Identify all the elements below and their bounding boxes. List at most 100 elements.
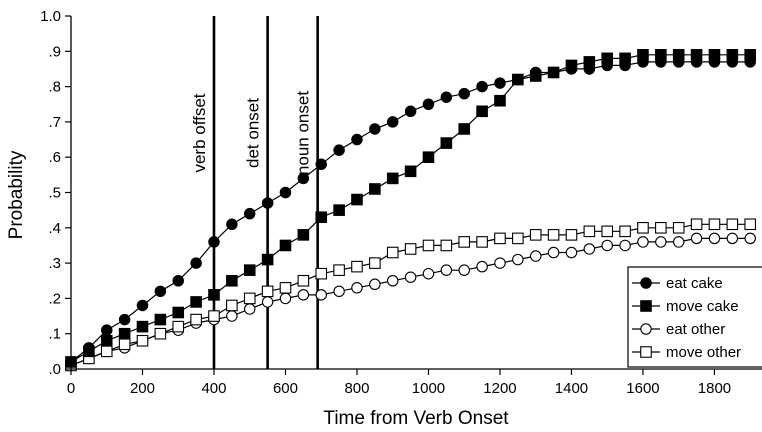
data-point <box>529 66 542 79</box>
data-point <box>190 313 202 326</box>
data-point <box>83 342 95 354</box>
data-point <box>672 56 685 68</box>
data-point <box>351 193 363 206</box>
y-tick-label: .6 <box>48 149 61 166</box>
data-point <box>136 299 149 312</box>
event-label: verb offset <box>190 93 209 172</box>
data-point <box>476 105 488 118</box>
data-point <box>744 56 756 68</box>
data-point <box>619 225 631 238</box>
data-point <box>494 257 506 269</box>
data-point <box>744 218 757 231</box>
data-point <box>404 271 417 283</box>
y-tick-label: .4 <box>48 220 61 237</box>
y-tick-label: .7 <box>48 114 61 131</box>
data-point <box>476 236 488 248</box>
data-point <box>190 257 202 269</box>
data-point <box>690 218 703 231</box>
y-tick-label: .8 <box>48 79 61 96</box>
data-point <box>655 56 667 68</box>
x-tick-label: 1600 <box>626 380 659 397</box>
data-point <box>386 274 399 287</box>
data-point <box>565 63 578 75</box>
data-point <box>640 300 652 312</box>
data-point <box>100 324 113 336</box>
data-point <box>494 77 506 89</box>
data-point <box>100 345 113 358</box>
data-point <box>458 264 470 276</box>
data-point <box>529 250 542 262</box>
data-point <box>333 285 345 298</box>
data-point <box>422 98 435 111</box>
data-point <box>226 218 238 231</box>
data-point <box>404 165 417 178</box>
data-point <box>118 327 131 340</box>
x-tick-label: 600 <box>273 380 298 397</box>
data-point <box>172 274 184 287</box>
data-point <box>547 246 560 259</box>
data-point <box>494 232 506 245</box>
legend-entry: move cake <box>632 298 739 315</box>
data-point <box>512 253 524 266</box>
data-point <box>154 327 167 340</box>
data-point <box>708 56 721 68</box>
data-point <box>351 133 363 146</box>
data-point <box>297 289 310 301</box>
data-point <box>333 264 345 276</box>
legend-entry: move other <box>632 344 741 361</box>
data-point <box>640 277 652 289</box>
data-point <box>672 222 685 234</box>
data-point <box>261 197 274 209</box>
series-layer <box>65 49 757 372</box>
series-eat-cake <box>65 56 756 368</box>
data-point <box>601 239 613 252</box>
data-point <box>583 63 596 75</box>
data-point <box>208 236 220 248</box>
data-point <box>422 267 435 280</box>
axes-layer: .0 .1 .2 .3 .4 .5 .6 .7 .8 .9 1.0 0 200 400 600 800 1000… <box>40 8 762 397</box>
data-point <box>208 289 220 301</box>
data-point <box>440 264 453 276</box>
legend-entry: eat other <box>632 321 725 338</box>
data-point <box>315 267 328 280</box>
data-point <box>637 222 649 234</box>
data-point <box>726 232 739 245</box>
data-point <box>369 183 381 195</box>
data-point <box>154 285 167 298</box>
data-point <box>565 229 578 241</box>
y-tick-label: 1.0 <box>40 8 61 25</box>
legend-label: move cake <box>666 298 739 315</box>
data-point <box>640 346 652 358</box>
data-point <box>243 292 256 305</box>
data-point <box>279 186 292 199</box>
legend-label: eat other <box>666 321 725 338</box>
x-tick-label: 1000 <box>412 380 445 397</box>
data-point <box>440 91 453 103</box>
legend-entry: eat cake <box>632 275 723 292</box>
x-axis-title: Time from Verb Onset <box>323 408 509 429</box>
data-point <box>315 158 327 171</box>
data-point <box>512 232 524 245</box>
data-point <box>261 253 274 266</box>
data-point <box>529 229 542 241</box>
data-point <box>404 105 417 118</box>
data-point <box>333 144 345 156</box>
event-label: det onset <box>244 98 263 168</box>
data-point <box>369 257 381 269</box>
data-point <box>172 306 185 319</box>
data-point <box>690 56 703 68</box>
data-point <box>440 239 453 252</box>
data-point <box>172 320 185 333</box>
data-point <box>672 236 685 248</box>
data-point <box>547 66 560 79</box>
data-point <box>422 151 435 163</box>
data-point <box>208 310 220 322</box>
data-point <box>458 236 471 248</box>
data-point <box>279 282 292 294</box>
x-tick-label: 1400 <box>555 380 588 397</box>
data-point <box>136 320 149 333</box>
data-point <box>726 56 739 68</box>
event-lines: verb offset det onset noun onset <box>190 16 319 369</box>
data-point <box>404 243 417 255</box>
